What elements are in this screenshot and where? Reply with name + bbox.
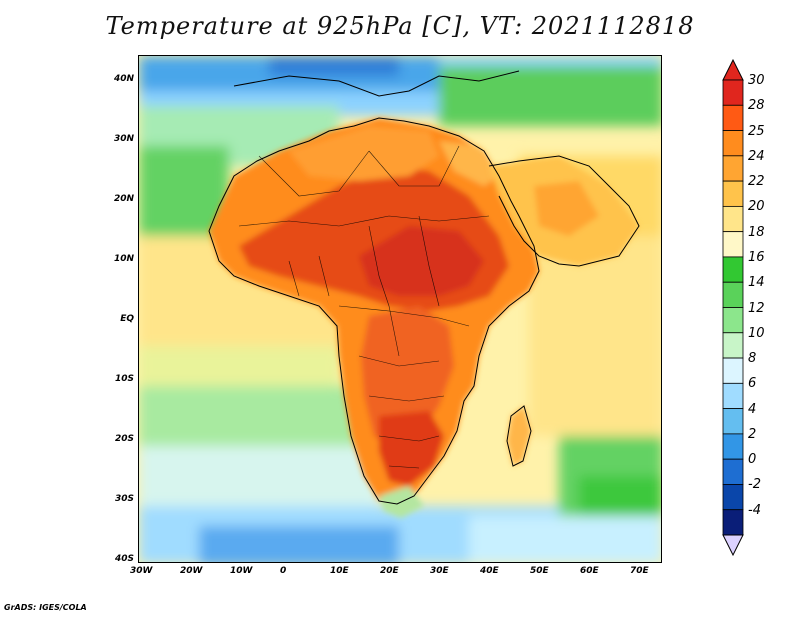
lon-tick-label: 70E	[630, 566, 649, 576]
colorbar-swatch	[722, 79, 744, 106]
colorbar-swatch	[722, 281, 744, 308]
colorbar-tick-label: 10	[748, 325, 765, 341]
lat-tick-label: 20N	[113, 194, 134, 204]
madagascar-land	[507, 406, 531, 466]
lon-tick-label: 30E	[430, 566, 449, 576]
colorbar-swatch	[722, 130, 744, 157]
lat-tick-label: 40S	[114, 554, 134, 564]
lon-tick-label: 20W	[180, 566, 203, 576]
colorbar-tick-label: 0	[748, 452, 757, 468]
colorbar-swatch	[722, 458, 744, 485]
lon-tick-label: 50E	[530, 566, 549, 576]
colorbar-tick-label: 25	[748, 123, 765, 139]
colorbar-swatch	[722, 484, 744, 511]
country-borders	[238, 145, 490, 469]
colorbar-swatch	[722, 332, 744, 359]
colorbar-tick-label: 8	[748, 351, 757, 367]
colorbar-swatch	[722, 433, 744, 460]
lat-tick-label: 30S	[114, 494, 134, 504]
lat-tick-label: 10N	[113, 254, 134, 264]
temperature-map	[138, 55, 662, 563]
lat-tick-label: 20S	[114, 434, 134, 444]
colorbar-tick-label: -2	[748, 477, 761, 493]
lon-tick-label: 10W	[230, 566, 253, 576]
colorbar-swatch	[722, 408, 744, 435]
lon-tick-label: 60E	[580, 566, 599, 576]
colorbar-swatch	[722, 205, 744, 233]
lon-tick-label: 20E	[380, 566, 399, 576]
credit-text: GrADS: IGES/COLA	[4, 603, 87, 612]
colorbar-swatch	[722, 357, 744, 384]
colorbar-tick-label: 30	[748, 73, 765, 88]
figure-title: Temperature at 925hPa [C], VT: 202111281…	[105, 12, 695, 40]
colorbar-tick-label: 24	[748, 148, 765, 164]
colorbar-swatch	[722, 256, 744, 283]
colorbar-swatch	[722, 155, 744, 182]
lon-tick-label: 40E	[480, 566, 499, 576]
lon-tick-label: 0	[280, 566, 287, 576]
colorbar-tick-label: 16	[748, 249, 765, 265]
arabia-land	[489, 156, 639, 266]
colorbar-tick-label: 18	[748, 224, 765, 240]
colorbar-tick-label: 4	[748, 401, 757, 417]
colorbar-top-arrow	[722, 58, 744, 81]
lat-tick-label: EQ	[120, 314, 134, 324]
colorbar-tick-label: 20	[748, 199, 765, 215]
colorbar-swatch	[722, 180, 744, 207]
colorbar-tick-label: 2	[748, 426, 757, 442]
colorbar-swatch	[722, 231, 744, 258]
colorbar-tick-label: 6	[748, 376, 757, 392]
colorbar	[722, 58, 744, 557]
colorbar-swatch	[722, 104, 744, 131]
lon-tick-label: 10E	[330, 566, 349, 576]
colorbar-tick-label: 28	[748, 98, 765, 114]
colorbar-tick-label: 12	[748, 300, 765, 316]
colorbar-tick-label: 22	[748, 174, 765, 190]
colorbar-tick-label: 14	[748, 275, 765, 291]
colorbar-swatch	[722, 509, 744, 536]
colorbar-tick-label: -4	[748, 502, 761, 518]
colorbar-bottom-arrow	[722, 534, 744, 557]
lat-tick-label: 40N	[113, 74, 134, 84]
africa-land	[209, 118, 539, 518]
lon-tick-label: 30W	[130, 566, 153, 576]
colorbar-swatch	[722, 382, 744, 410]
colorbar-swatch	[722, 307, 744, 334]
coastlines	[208, 70, 640, 505]
map-svg	[139, 56, 661, 562]
lat-tick-label: 10S	[114, 374, 134, 384]
lat-tick-label: 30N	[113, 134, 134, 144]
